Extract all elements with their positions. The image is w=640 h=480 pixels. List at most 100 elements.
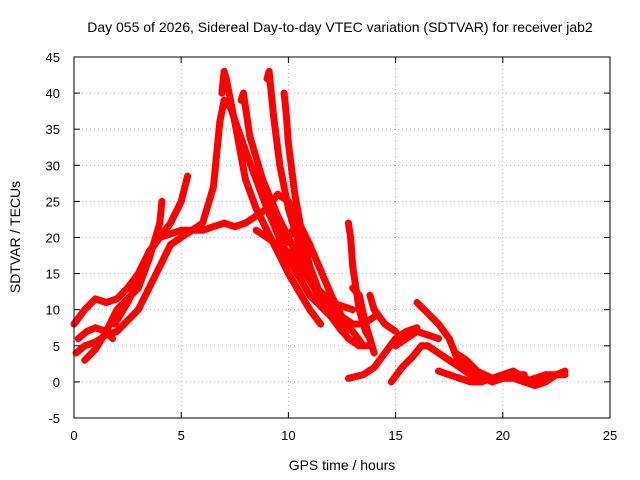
data-point-marker [284, 248, 292, 256]
data-point-marker [561, 371, 569, 379]
data-point-marker [102, 327, 110, 335]
data-point-marker [259, 176, 267, 184]
data-point-marker [297, 226, 305, 234]
data-point-marker [156, 234, 164, 241]
data-point-marker [184, 172, 192, 180]
data-point-marker [177, 197, 185, 205]
data-point-marker [280, 89, 288, 97]
data-point-marker [199, 219, 207, 227]
data-point-marker [445, 356, 453, 364]
data-point-marker [359, 371, 367, 379]
data-point-marker [402, 327, 410, 335]
data-point-marker [424, 342, 432, 350]
series-track-22 [392, 327, 442, 350]
series-track-14 [366, 291, 400, 335]
data-point-marker [91, 324, 99, 332]
data-point-marker [434, 320, 442, 328]
data-point-marker [392, 342, 400, 350]
data-point-marker [274, 212, 282, 220]
data-point-marker [263, 205, 271, 213]
data-point-marker [349, 284, 357, 292]
data-point-marker [344, 335, 352, 343]
data-point-marker [91, 295, 99, 303]
data-point-marker [263, 234, 271, 241]
data-point-marker [327, 313, 335, 321]
data-point-marker [74, 335, 82, 343]
y-tick-label: -5 [48, 411, 60, 426]
series-track-11 [252, 226, 374, 350]
data-point-marker [349, 327, 357, 335]
y-axis-label: SDTVAR / TECUs [7, 181, 23, 293]
y-tick-label: 45 [46, 50, 60, 65]
data-point-marker [83, 327, 91, 335]
data-point-marker [317, 320, 325, 328]
data-point-marker [370, 363, 378, 371]
data-point-marker [417, 342, 425, 350]
data-point-marker [462, 356, 470, 364]
data-point-marker [113, 306, 121, 314]
x-tick-label: 0 [70, 428, 77, 443]
data-point-marker [349, 320, 357, 328]
series-track-10 [74, 324, 117, 343]
y-tick-label: 20 [46, 231, 60, 246]
series-track-09 [111, 172, 192, 328]
data-point-marker [156, 219, 164, 227]
data-point-marker [113, 295, 121, 303]
data-point-marker [473, 367, 481, 375]
data-point-marker [434, 335, 442, 343]
data-point-marker [434, 367, 442, 375]
data-point-marker [145, 248, 153, 256]
data-point-marker [220, 219, 228, 227]
data-point-marker [347, 234, 355, 241]
data-point-marker [284, 270, 292, 278]
data-point-marker [520, 378, 528, 386]
data-point-marker [477, 378, 485, 386]
data-point-marker [81, 342, 89, 350]
data-point-marker [220, 67, 228, 75]
series-track-03 [218, 67, 325, 328]
data-point-marker [291, 190, 299, 198]
data-point-marker [269, 111, 277, 119]
data-point-marker [370, 349, 378, 357]
series-track [366, 291, 400, 335]
data-point-marker [284, 140, 292, 148]
series-track [111, 172, 192, 328]
data-point-marker [467, 378, 475, 386]
data-point-marker [166, 241, 174, 249]
data-point-marker [177, 234, 185, 241]
data-point-marker [381, 320, 389, 328]
data-point-marker [216, 118, 224, 126]
data-point-marker [355, 291, 363, 299]
x-tick-label: 15 [388, 428, 402, 443]
data-point-marker [413, 327, 421, 335]
data-point-marker [355, 342, 363, 350]
x-axis-label: GPS time / hours [289, 457, 396, 473]
data-point-marker [274, 248, 282, 256]
data-point-marker [542, 371, 550, 379]
data-point-marker [370, 306, 378, 314]
data-point-marker [220, 96, 228, 104]
data-point-marker [306, 262, 314, 270]
x-tick-label: 20 [496, 428, 510, 443]
data-point-marker [252, 226, 260, 234]
x-tick-label: 10 [281, 428, 295, 443]
data-point-marker [282, 111, 290, 119]
y-tick-label: 25 [46, 194, 60, 209]
data-point-marker [424, 309, 432, 317]
data-point-marker [349, 262, 357, 270]
data-point-marker [344, 374, 352, 382]
data-point-marker [499, 371, 507, 379]
series-track [387, 342, 485, 386]
data-point-marker [413, 298, 421, 306]
data-point-marker [156, 262, 164, 270]
series-track-16 [387, 342, 485, 386]
data-point-marker [263, 226, 271, 234]
series-track [349, 284, 378, 357]
series-track [263, 205, 297, 249]
data-point-marker [158, 197, 166, 205]
data-point-marker [349, 306, 357, 314]
data-point-marker [124, 284, 132, 292]
data-point-marker [306, 291, 314, 299]
data-point-marker [402, 335, 410, 343]
data-point-marker [542, 378, 550, 386]
